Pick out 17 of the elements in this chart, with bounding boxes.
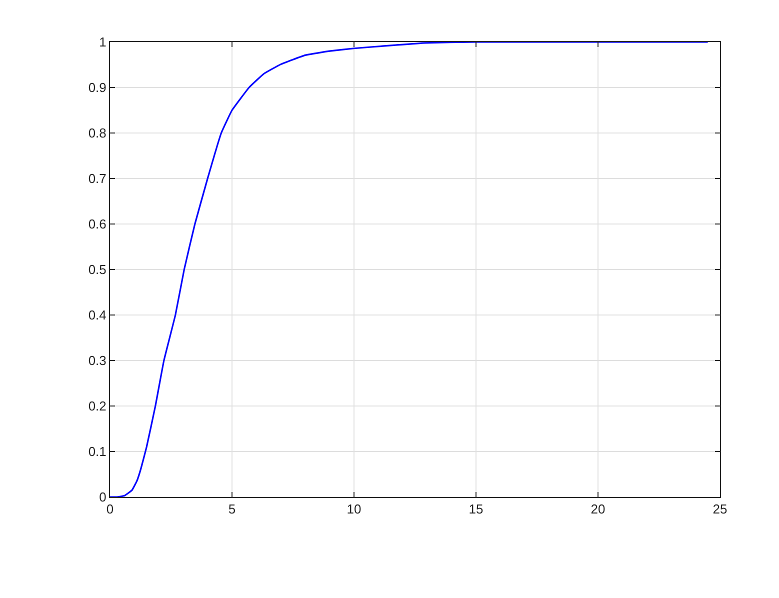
y-tick-label: 1 [99, 34, 106, 50]
x-tick-label: 5 [228, 502, 236, 517]
y-tick-label: 0.1 [88, 444, 106, 460]
y-tick-label: 0.7 [88, 171, 106, 186]
y-tick-label: 0.2 [88, 398, 106, 414]
y-tick-label: 0.4 [88, 308, 106, 323]
y-tick-label: 0.8 [88, 126, 106, 141]
x-tick-label: 20 [590, 502, 606, 517]
x-tick-label: 15 [468, 502, 484, 517]
x-tick-label: 10 [346, 502, 362, 517]
y-tick-label: 0.6 [88, 216, 106, 232]
y-tick-label: 0.3 [88, 353, 106, 368]
y-tick-label: 0 [99, 490, 106, 505]
x-tick-label: 25 [712, 502, 728, 517]
line-series [110, 42, 709, 497]
y-tick-label: 0.5 [88, 262, 106, 278]
y-tick-label: 0.9 [88, 80, 106, 96]
